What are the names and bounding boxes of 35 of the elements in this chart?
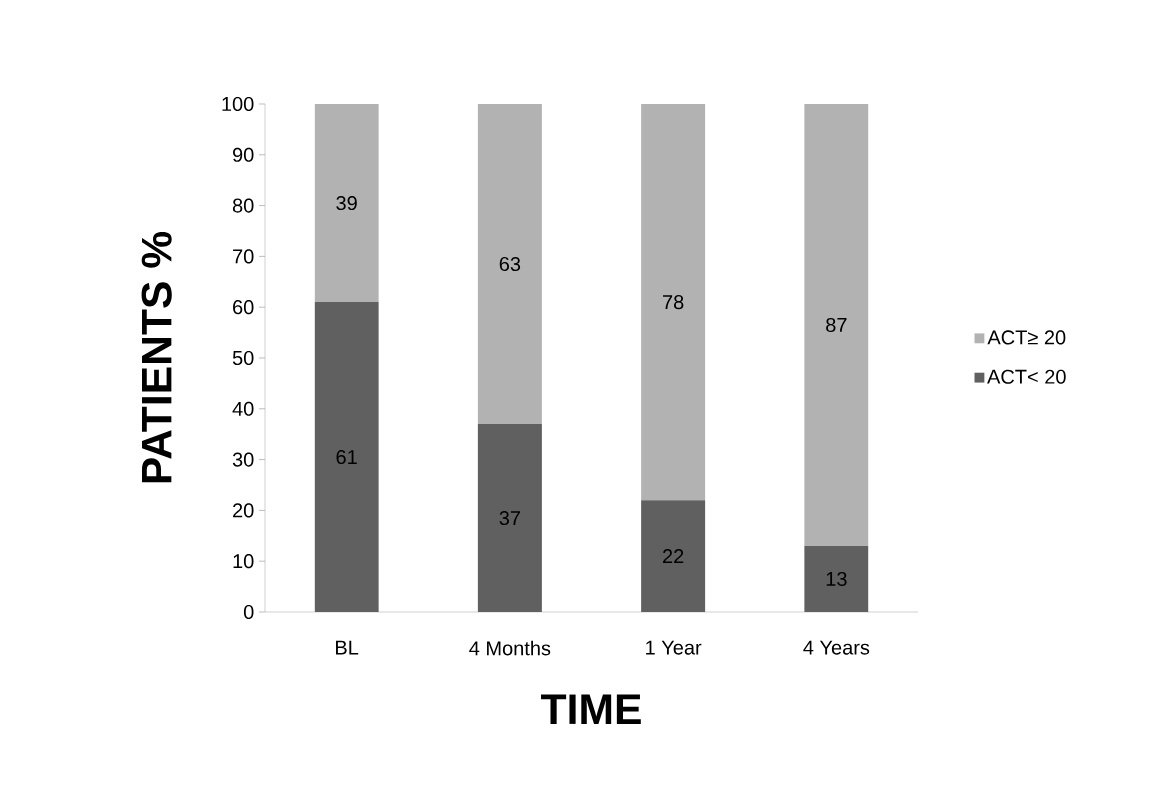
bar	[477, 424, 542, 612]
bar	[641, 103, 706, 501]
x-tick-label: 4 Months	[469, 640, 551, 656]
bar	[804, 545, 869, 612]
x-tick-label: 1 Year	[646, 640, 702, 655]
y-tick-label: 100	[222, 96, 254, 112]
data-label: 63	[499, 256, 521, 272]
y-tick-label: 80	[232, 198, 254, 213]
bar	[641, 500, 706, 612]
y-tick-label: 20	[233, 503, 254, 518]
y-tick-label: 90	[232, 147, 254, 162]
y-axis-title: PATIENTS %	[141, 231, 172, 483]
data-label: 39	[336, 195, 357, 211]
bar	[314, 103, 379, 303]
y-tick-label: 50	[232, 350, 254, 366]
data-label: 22	[663, 549, 684, 564]
y-tick-label: 70	[233, 249, 254, 264]
y-tick-label: 10	[233, 554, 254, 569]
legend-label: ACT< 20	[987, 369, 1066, 384]
x-tick-label: 4 Years	[803, 640, 870, 655]
bar	[477, 103, 542, 425]
y-tick-label: 60	[233, 300, 254, 315]
y-tick-label: 40	[232, 401, 254, 416]
data-label: 61	[336, 449, 357, 465]
data-label: 87	[826, 317, 847, 333]
y-tick-label: 30	[232, 452, 254, 467]
data-label: 78	[663, 295, 684, 310]
x-axis-title: TIME	[541, 694, 641, 724]
legend-label: ACT≥ 20	[987, 330, 1066, 345]
data-label: 13	[826, 571, 847, 587]
bar	[804, 103, 869, 546]
x-tick-label: BL	[336, 640, 359, 655]
data-label: 37	[499, 510, 520, 526]
y-tick-label: 0	[243, 604, 254, 620]
bar	[314, 302, 379, 612]
